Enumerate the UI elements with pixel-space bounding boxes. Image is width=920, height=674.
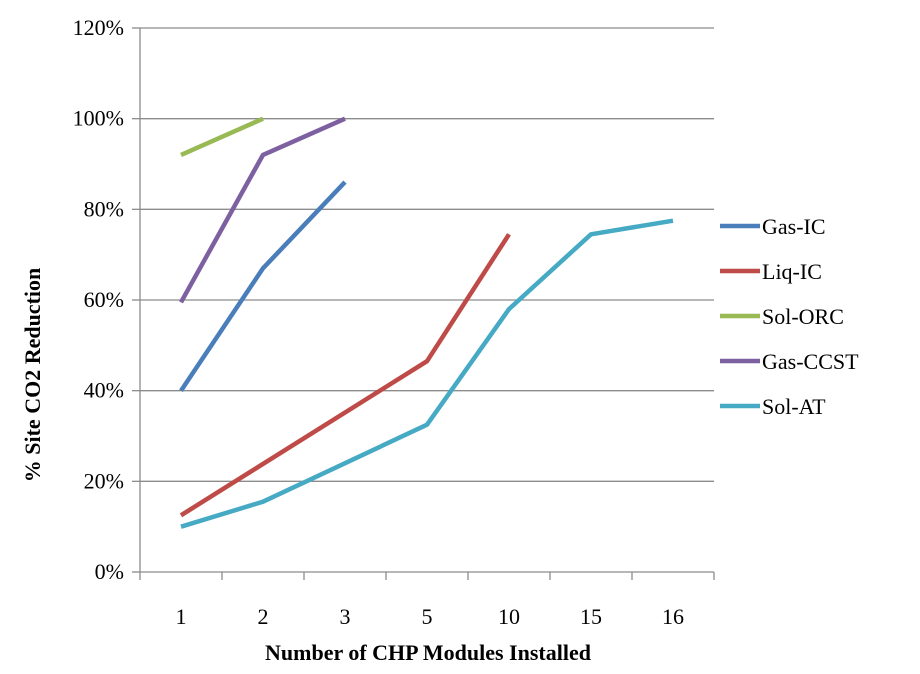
series-line-sol-orc — [180, 116, 264, 157]
y-tick-label: 20% — [84, 468, 124, 493]
legend-label-sol-at: Sol-AT — [762, 394, 826, 419]
x-tick-label: 10 — [498, 604, 520, 629]
x-tick-label: 3 — [340, 604, 351, 629]
legend-label-sol-orc: Sol-ORC — [762, 304, 844, 329]
series-line-liq-ic — [179, 233, 511, 518]
y-tick-label: 120% — [73, 15, 124, 40]
y-axis-title: % Site CO2 Reduction — [20, 268, 45, 483]
legend: Gas-IC Liq-IC Sol-ORC Gas-CCST Sol-AT — [720, 214, 859, 419]
series-line-gas-ic — [179, 180, 347, 392]
legend-label-gas-ccst: Gas-CCST — [762, 349, 859, 374]
x-tick-label: 2 — [258, 604, 269, 629]
y-tick-label: 60% — [84, 287, 124, 312]
x-tick-label: 15 — [580, 604, 602, 629]
x-tick-label: 1 — [176, 604, 187, 629]
series-line-sol-at — [180, 218, 674, 529]
legend-label-liq-ic: Liq-IC — [762, 259, 822, 284]
series-lines — [179, 116, 674, 529]
y-tick-label: 80% — [84, 196, 124, 221]
y-tick-label: 100% — [73, 106, 124, 131]
axes — [132, 27, 715, 580]
x-tick-label: 16 — [662, 604, 684, 629]
legend-label-gas-ic: Gas-IC — [762, 214, 826, 239]
x-tick-label: 5 — [422, 604, 433, 629]
series-line-gas-ccst — [179, 116, 346, 304]
gridlines — [140, 27, 714, 482]
y-tick-label: 0% — [95, 559, 124, 584]
x-axis-title: Number of CHP Modules Installed — [265, 640, 591, 665]
x-tick-labels: 1 2 3 5 10 15 16 — [176, 604, 685, 629]
y-tick-label: 40% — [84, 378, 124, 403]
y-tick-labels: 0% 20% 40% 60% 80% 100% 120% — [73, 15, 124, 584]
